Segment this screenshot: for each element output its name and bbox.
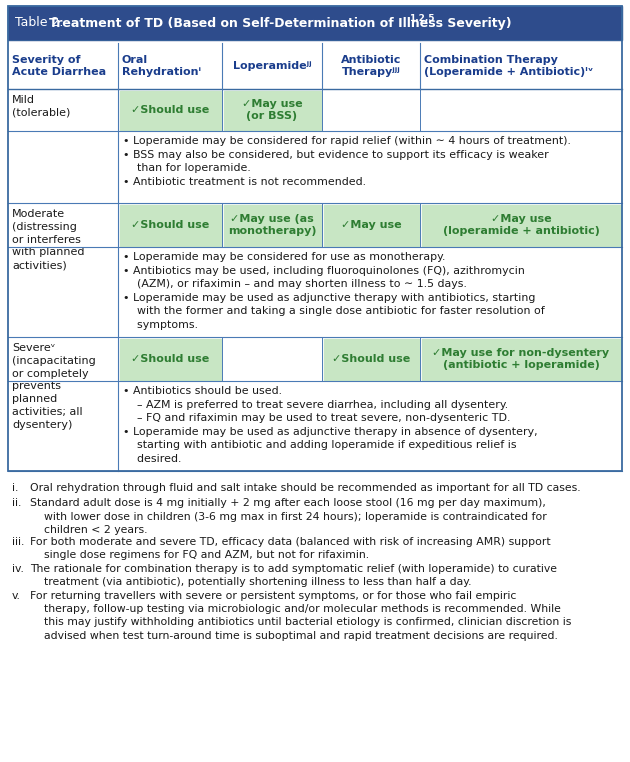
Bar — [421, 338, 621, 379]
Text: Oral
Rehydrationⁱ: Oral Rehydrationⁱ — [122, 55, 201, 78]
Text: ✓May use
(or BSS): ✓May use (or BSS) — [242, 99, 302, 121]
Text: ✓May use: ✓May use — [341, 220, 401, 230]
Text: ✓Should use: ✓Should use — [131, 220, 209, 230]
Bar — [120, 91, 220, 130]
Text: • Loperamide may be considered for use as monotherapy.
• Antibiotics may be used: • Loperamide may be considered for use a… — [123, 252, 545, 330]
Text: Antibiotic
Therapyʲʲʲ: Antibiotic Therapyʲʲʲ — [341, 55, 401, 78]
Text: For both moderate and severe TD, efficacy data (balanced with risk of increasing: For both moderate and severe TD, efficac… — [30, 537, 551, 560]
Text: • Antibiotics should be used.
    – AZM is preferred to treat severe diarrhea, i: • Antibiotics should be used. – AZM is p… — [123, 386, 537, 464]
Text: • Loperamide may be considered for rapid relief (within ∼ 4 hours of treatment).: • Loperamide may be considered for rapid… — [123, 136, 571, 187]
Bar — [8, 6, 622, 40]
Text: Standard adult dose is 4 mg initially + 2 mg after each loose stool (16 mg per d: Standard adult dose is 4 mg initially + … — [30, 498, 547, 535]
Text: The rationale for combination therapy is to add symptomatic relief (with loperam: The rationale for combination therapy is… — [30, 564, 557, 588]
Bar — [421, 204, 621, 245]
Bar — [323, 338, 418, 379]
Bar — [224, 204, 321, 245]
Bar — [120, 338, 220, 379]
Text: ✓Should use: ✓Should use — [131, 354, 209, 364]
Text: Severity of
Acute Diarrhea: Severity of Acute Diarrhea — [12, 55, 106, 78]
Text: Oral rehydration through fluid and salt intake should be recommended as importan: Oral rehydration through fluid and salt … — [30, 483, 581, 493]
Text: ✓May use (as
monotherapy): ✓May use (as monotherapy) — [228, 214, 316, 236]
Text: iii.: iii. — [12, 537, 25, 547]
Bar — [323, 204, 418, 245]
Text: v.: v. — [12, 591, 21, 601]
Text: Moderate
(distressing
or interferes
with planned
activities): Moderate (distressing or interferes with… — [12, 209, 84, 271]
Text: Treatment of TD (Based on Self-Determination of Illness Severity): Treatment of TD (Based on Self-Determina… — [49, 17, 512, 30]
Text: ✓May use for non-dysentery
(antibiotic + loperamide): ✓May use for non-dysentery (antibiotic +… — [432, 347, 610, 370]
Text: 1,2,5: 1,2,5 — [409, 14, 435, 23]
Text: Mild
(tolerable): Mild (tolerable) — [12, 95, 71, 118]
Text: ii.: ii. — [12, 498, 21, 508]
Text: iv.: iv. — [12, 564, 24, 574]
Text: Severeᵛ
(incapacitating
or completely
prevents
planned
activities; all
dysentery: Severeᵛ (incapacitating or completely pr… — [12, 343, 96, 430]
Text: For returning travellers with severe or persistent symptoms, or for those who fa: For returning travellers with severe or … — [30, 591, 571, 641]
Bar — [120, 204, 220, 245]
Bar — [224, 91, 321, 130]
Text: ✓May use
(loperamide + antibiotic): ✓May use (loperamide + antibiotic) — [442, 214, 599, 236]
Text: Combination Therapy
(Loperamide + Antibiotic)ᴵᵛ: Combination Therapy (Loperamide + Antibi… — [424, 55, 593, 78]
Text: ✓Should use: ✓Should use — [332, 354, 410, 364]
Text: i.: i. — [12, 483, 18, 493]
Text: ✓Should use: ✓Should use — [131, 105, 209, 115]
Text: Loperamideʲʲ: Loperamideʲʲ — [232, 61, 311, 71]
Text: Table 2.: Table 2. — [15, 17, 67, 30]
Bar — [8, 6, 622, 471]
